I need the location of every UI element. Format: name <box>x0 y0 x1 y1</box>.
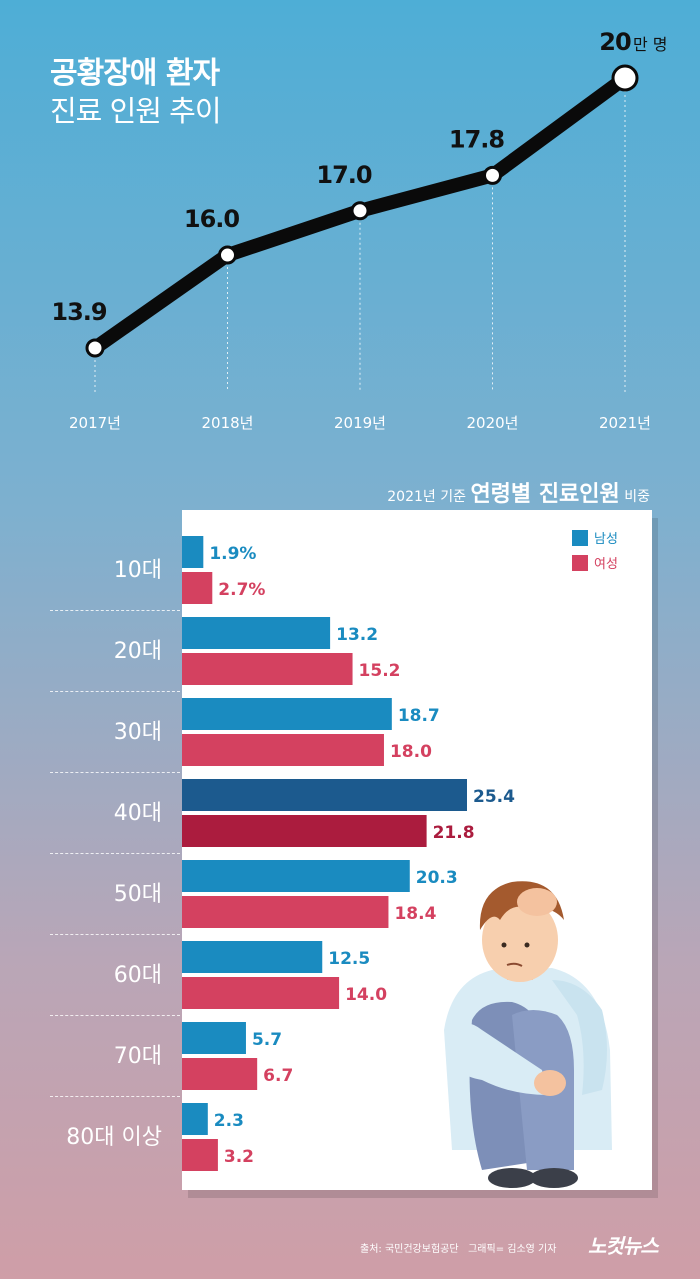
bar-female <box>182 1139 218 1171</box>
x-tick-label: 2017년 <box>69 414 121 432</box>
data-label: 13.9 <box>51 298 107 326</box>
bar-female <box>182 653 353 685</box>
data-label-female: 18.4 <box>394 904 436 924</box>
data-label: 16.0 <box>184 205 240 233</box>
data-label-male: 20.3 <box>416 868 458 888</box>
data-label-female: 18.0 <box>390 742 432 762</box>
bar-male <box>182 941 323 973</box>
category-label: 60대 <box>113 963 162 988</box>
data-label-female: 14.0 <box>345 985 387 1005</box>
category-label: 20대 <box>113 639 162 664</box>
bar-chart-panel: 1.9% 2.7% 13.2 15.2 18.7 18.0 25.4 21.8 20.3 18.4… <box>182 510 652 1190</box>
data-label-female: 3.2 <box>224 1147 254 1167</box>
data-label-male: 1.9% <box>209 544 256 564</box>
category-label: 30대 <box>113 720 162 745</box>
row-separator <box>50 1096 180 1097</box>
data-label-female: 6.7 <box>263 1066 293 1086</box>
data-label-female: 2.7% <box>218 580 265 600</box>
category-label: 10대 <box>113 558 162 583</box>
bar-female <box>182 1058 258 1090</box>
chart-title-line1: 공황장애 환자 <box>50 56 220 91</box>
x-tick-label: 2021년 <box>599 414 651 432</box>
row-separator <box>50 772 180 773</box>
data-label-male: 2.3 <box>214 1111 244 1131</box>
data-label-male: 12.5 <box>328 949 370 969</box>
bar-chart-title: 2021년 기준 연령별 진료인원 비중 <box>387 476 650 508</box>
data-label: 20 <box>599 28 631 56</box>
bar-chart: 1.9% 2.7% 13.2 15.2 18.7 18.0 25.4 21.8 20.3 18.4… <box>182 530 618 1171</box>
bar-male <box>182 698 392 730</box>
bar-male <box>182 536 204 568</box>
bar-male <box>182 617 331 649</box>
data-label: 17.0 <box>316 161 372 189</box>
x-tick-label: 2020년 <box>467 414 519 432</box>
data-label: 17.8 <box>449 125 505 153</box>
data-label-female: 15.2 <box>359 661 401 681</box>
legend-label: 여성 <box>594 557 618 572</box>
category-label: 70대 <box>113 1044 162 1069</box>
row-separator <box>50 610 180 611</box>
footer-credits: 출처: 국민건강보험공단 그래픽= 김소영 기자 <box>360 1240 556 1255</box>
sitting-person-illustration <box>444 881 612 1188</box>
data-label-male: 25.4 <box>473 787 515 807</box>
bar-male <box>182 779 467 811</box>
row-separator <box>50 1015 180 1016</box>
data-label-male: 5.7 <box>252 1030 282 1050</box>
credit-text: 그래픽= 김소영 기자 <box>468 1244 557 1255</box>
data-point <box>483 165 502 185</box>
x-tick-label: 2018년 <box>202 414 254 432</box>
bar-female <box>182 572 213 604</box>
bar-title-suffix: 비중 <box>624 489 650 505</box>
bar-title-emphasis: 연령별 진료인원 <box>470 482 620 507</box>
data-point <box>350 201 370 221</box>
category-label: 80대 이상 <box>66 1125 162 1150</box>
data-point <box>611 64 639 92</box>
category-label: 50대 <box>113 882 162 907</box>
row-separator <box>50 853 180 854</box>
nocut-news-logo: 노컷뉴스 <box>588 1234 659 1258</box>
legend-swatch <box>572 555 588 571</box>
data-point <box>85 338 105 358</box>
row-separator <box>50 691 180 692</box>
bar-female <box>182 815 427 847</box>
data-label-female: 21.8 <box>433 823 475 843</box>
bar-female <box>182 734 384 766</box>
unit-label: 만 명 <box>633 35 668 54</box>
data-label-male: 13.2 <box>336 625 378 645</box>
bar-male <box>182 1022 246 1054</box>
bar-female <box>182 977 340 1009</box>
category-label: 40대 <box>113 801 162 826</box>
data-point <box>218 245 237 265</box>
legend-label: 남성 <box>594 532 618 547</box>
bar-male <box>182 860 410 892</box>
bar-male <box>182 1103 208 1135</box>
bar-title-prefix: 2021년 기준 <box>387 489 466 505</box>
data-label-male: 18.7 <box>398 706 440 726</box>
line-chart: 13.9 2017년 16.0 2018년 17.0 2019년 17.8 2020년 20 만 … <box>51 28 668 432</box>
chart-title-line2: 진료 인원 추이 <box>50 94 222 128</box>
x-tick-label: 2019년 <box>334 414 386 432</box>
legend-swatch <box>572 530 588 546</box>
row-separator <box>50 934 180 935</box>
source-text: 출처: 국민건강보험공단 <box>360 1244 459 1255</box>
bar-female <box>182 896 389 928</box>
